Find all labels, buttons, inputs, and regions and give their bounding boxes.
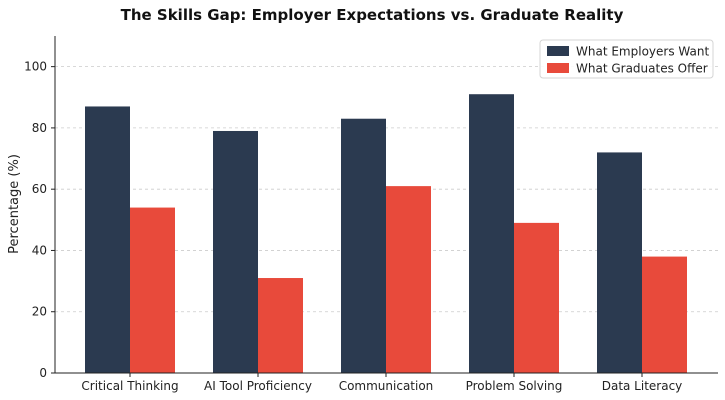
- legend-swatch: [547, 46, 569, 56]
- x-tick-label: Problem Solving: [466, 379, 563, 393]
- y-axis-label: Percentage (%): [7, 154, 22, 254]
- bar-graduates-offer: [386, 186, 431, 373]
- y-tick-label: 20: [32, 305, 47, 319]
- y-tick-label: 80: [32, 121, 47, 135]
- tick-labels: 0 20 40 60 80 100 Critical Thinking AI Tool Pro…: [24, 60, 682, 393]
- axes: [51, 36, 718, 377]
- bar-employers-want: [85, 106, 130, 374]
- bar-graduates-offer: [514, 222, 559, 373]
- bar-employers-want: [597, 152, 642, 373]
- bar-employers-want: [341, 118, 386, 373]
- y-tick-label: 0: [39, 366, 47, 380]
- legend-swatch: [547, 63, 569, 73]
- legend-label: What Employers Want: [576, 45, 709, 59]
- bar-graduates-offer: [258, 278, 303, 373]
- chart-title: The Skills Gap: Employer Expectations vs…: [121, 6, 624, 24]
- y-tick-label: 60: [32, 182, 47, 196]
- x-tick-label: AI Tool Proficiency: [204, 379, 312, 393]
- bar-employers-want: [469, 94, 514, 373]
- legend-label: What Graduates Offer: [576, 62, 708, 76]
- bar-graduates-offer: [130, 207, 175, 373]
- bars: [85, 94, 687, 374]
- y-tick-label: 100: [24, 60, 47, 74]
- bar-employers-want: [213, 130, 258, 373]
- x-tick-label: Data Literacy: [602, 379, 683, 393]
- bar-graduates-offer: [642, 256, 687, 373]
- legend: What Employers Want What Graduates Offer: [539, 39, 714, 79]
- legend-box: [539, 39, 714, 79]
- x-tick-label: Communication: [339, 379, 434, 393]
- y-tick-label: 40: [32, 243, 47, 257]
- x-tick-label: Critical Thinking: [81, 379, 178, 393]
